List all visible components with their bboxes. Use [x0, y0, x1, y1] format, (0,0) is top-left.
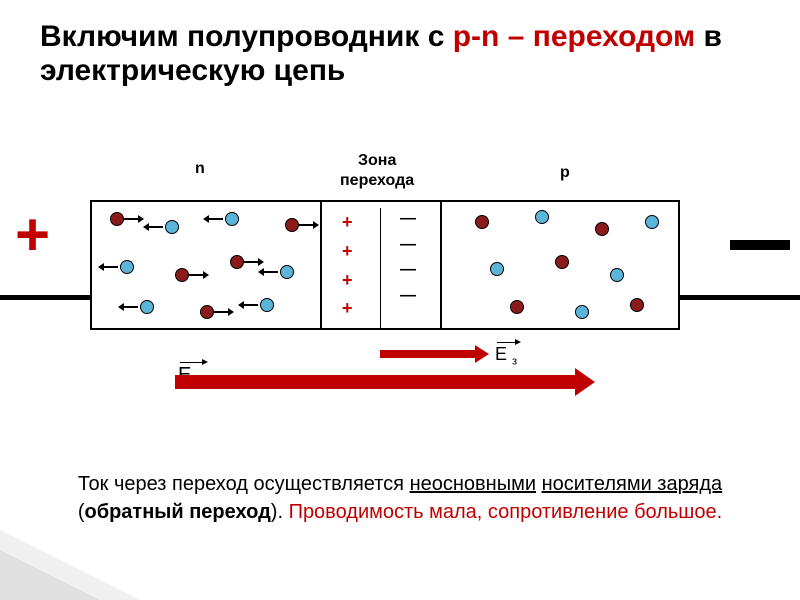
- electron-carrier: [575, 305, 589, 319]
- cap-3: мала, сопротивление большое.: [429, 501, 722, 523]
- carrier-arrow: [189, 274, 203, 276]
- carrier-arrow: [149, 226, 163, 228]
- hole-carrier: [110, 212, 124, 226]
- electron-carrier: [645, 215, 659, 229]
- wire-right: [680, 295, 800, 300]
- divider-left: [320, 200, 322, 330]
- hole-carrier: [285, 218, 299, 232]
- carrier-arrow: [264, 271, 278, 273]
- terminal-minus-icon: [730, 240, 790, 250]
- electron-carrier: [120, 260, 134, 274]
- wire-left: [0, 295, 90, 300]
- hole-carrier: [510, 300, 524, 314]
- electron-carrier: [280, 265, 294, 279]
- carrier-arrow: [244, 261, 258, 263]
- divider-mid: [380, 208, 381, 328]
- label-zone2: перехода: [340, 172, 414, 190]
- zone-minus-column: — — — —: [400, 206, 416, 308]
- cap-2d: ).: [271, 501, 289, 523]
- carrier-arrow: [104, 266, 118, 268]
- terminal-plus-icon: +: [15, 205, 50, 265]
- corner-fold-decor2: [0, 550, 100, 600]
- label-p: p: [560, 164, 570, 182]
- electron-carrier: [490, 262, 504, 276]
- caption-text: Ток через переход осуществляется неоснов…: [60, 470, 740, 526]
- title-part1: Включим полупроводник с: [40, 20, 453, 53]
- e-ext-vector-top: [180, 362, 202, 363]
- e-z-letter: E: [495, 344, 507, 364]
- cap-2c: обратный переход: [85, 501, 271, 523]
- cap-1b: неосновными: [410, 473, 536, 495]
- electron-carrier: [535, 210, 549, 224]
- junction-box: [90, 200, 680, 330]
- carrier-arrow: [209, 218, 223, 220]
- hole-carrier: [475, 215, 489, 229]
- pn-diagram: n Зона перехода p + + + + — — — — + E з …: [0, 150, 800, 450]
- divider-right: [440, 200, 442, 330]
- cap-1a: Ток через переход осуществляется: [78, 473, 410, 495]
- hole-carrier: [175, 268, 189, 282]
- slide-title: Включим полупроводник с p-n – переходом …: [40, 20, 760, 88]
- hole-carrier: [230, 255, 244, 269]
- carrier-arrow: [124, 218, 138, 220]
- arrow-e-z: [380, 350, 475, 358]
- zone-plus-column: + + + +: [342, 208, 353, 323]
- e-z-sub: з: [512, 356, 517, 368]
- cap-2b: (: [78, 501, 85, 523]
- cap-2e: Проводимость: [289, 501, 424, 523]
- carrier-arrow: [214, 311, 228, 313]
- electron-carrier: [260, 298, 274, 312]
- hole-carrier: [200, 305, 214, 319]
- carrier-arrow: [124, 306, 138, 308]
- electron-carrier: [225, 212, 239, 226]
- electron-carrier: [610, 268, 624, 282]
- hole-carrier: [630, 298, 644, 312]
- label-n: n: [195, 160, 205, 178]
- e-z-label: E з: [495, 344, 517, 368]
- hole-carrier: [595, 222, 609, 236]
- arrow-e-ext: [175, 375, 575, 389]
- carrier-arrow: [299, 224, 313, 226]
- hole-carrier: [555, 255, 569, 269]
- label-zone1: Зона: [358, 152, 396, 170]
- carrier-arrow: [244, 304, 258, 306]
- cap-2a: носителями заряда: [542, 473, 723, 495]
- title-part2: p-n – переходом: [453, 20, 695, 53]
- e-z-vector-top: [497, 342, 515, 343]
- electron-carrier: [140, 300, 154, 314]
- electron-carrier: [165, 220, 179, 234]
